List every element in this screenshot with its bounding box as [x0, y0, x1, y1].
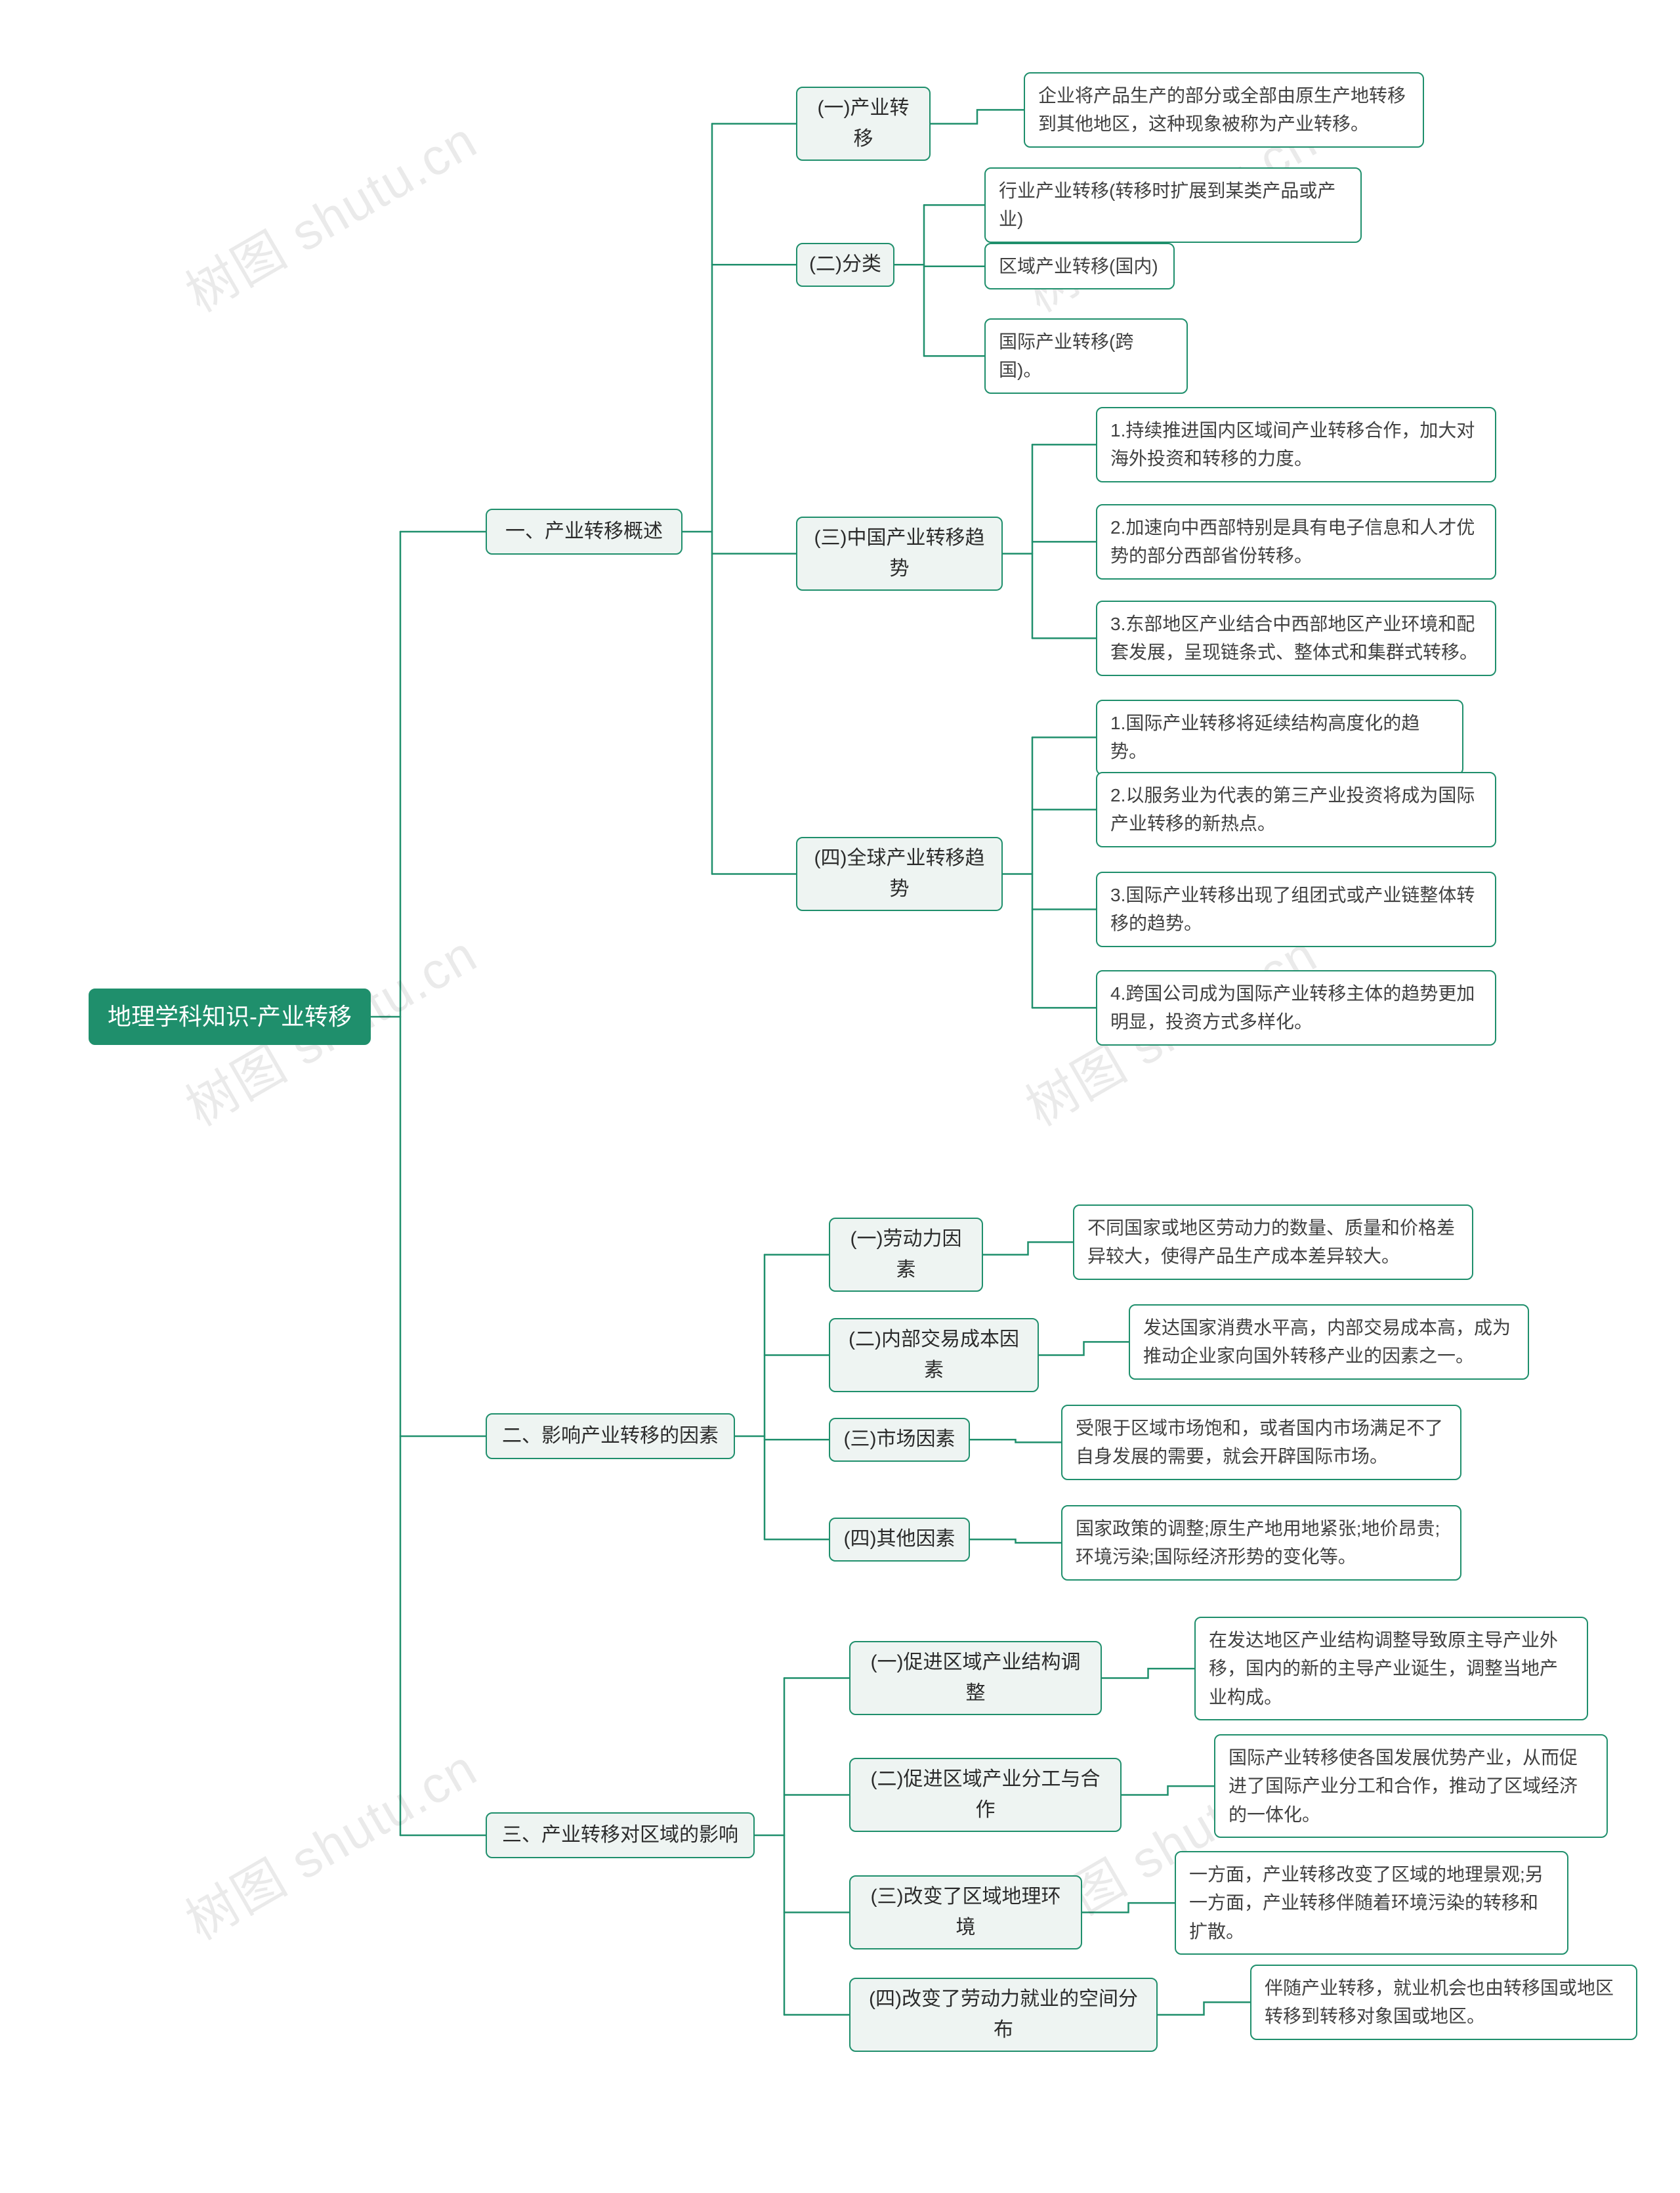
branch-node: (二)内部交易成本因素 — [829, 1318, 1039, 1392]
connector — [1082, 1903, 1175, 1912]
node-label: (四)其他因素 — [844, 1524, 956, 1555]
node-label: 国家政策的调整;原生产地用地紧张;地价昂贵;环境污染;国际经济形势的变化等。 — [1076, 1514, 1447, 1571]
leaf-node: 3.东部地区产业结合中西部地区产业环境和配套发展，呈现链条式、整体式和集群式转移… — [1096, 601, 1496, 676]
node-label: 国际产业转移(跨国)。 — [999, 328, 1173, 385]
branch-node: (三)改变了区域地理环境 — [849, 1875, 1082, 1949]
branch-node: 二、影响产业转移的因素 — [486, 1413, 735, 1459]
node-label: (二)促进区域产业分工与合作 — [862, 1764, 1108, 1825]
connector — [970, 1439, 1061, 1442]
leaf-node: 受限于区域市场饱和，或者国内市场满足不了自身发展的需要，就会开辟国际市场。 — [1061, 1405, 1461, 1480]
leaf-node: 3.国际产业转移出现了组团式或产业链整体转移的趋势。 — [1096, 872, 1496, 947]
leaf-node: 伴随产业转移，就业机会也由转移国或地区转移到转移对象国或地区。 — [1250, 1965, 1637, 2040]
node-label: 二、影响产业转移的因素 — [502, 1421, 719, 1452]
leaf-node: 1.持续推进国内区域间产业转移合作，加大对海外投资和转移的力度。 — [1096, 407, 1496, 482]
node-label: 国际产业转移使各国发展优势产业，从而促进了国际产业分工和合作，推动了区域经济的一… — [1228, 1743, 1593, 1829]
branch-node: (一)产业转移 — [796, 87, 931, 161]
leaf-node: 4.跨国公司成为国际产业转移主体的趋势更加明显，投资方式多样化。 — [1096, 970, 1496, 1046]
branch-node: (二)促进区域产业分工与合作 — [849, 1758, 1122, 1832]
leaf-node: 区域产业转移(国内) — [984, 243, 1175, 289]
node-label: 4.跨国公司成为国际产业转移主体的趋势更加明显，投资方式多样化。 — [1110, 979, 1482, 1036]
leaf-node: 2.以服务业为代表的第三产业投资将成为国际产业转移的新热点。 — [1096, 772, 1496, 847]
node-label: 受限于区域市场饱和，或者国内市场满足不了自身发展的需要，就会开辟国际市场。 — [1076, 1414, 1447, 1471]
node-label: (三)改变了区域地理环境 — [862, 1882, 1069, 1943]
node-label: 一方面，产业转移改变了区域的地理景观;另一方面，产业转移伴随着环境污染的转移和扩… — [1189, 1860, 1554, 1946]
mindmap-stage: 树图 shutu.cn树图 shutu.cn树图 shutu.cn树图 shut… — [0, 0, 1680, 2193]
node-label: 在发达地区产业结构调整导致原主导产业外移，国内的新的主导产业诞生，调整当地产业构… — [1209, 1626, 1574, 1711]
leaf-node: 国际产业转移使各国发展优势产业，从而促进了国际产业分工和合作，推动了区域经济的一… — [1214, 1734, 1608, 1838]
node-label: 发达国家消费水平高，内部交易成本高，成为推动企业家向国外转移产业的因素之一。 — [1143, 1313, 1515, 1371]
connector — [983, 1242, 1073, 1254]
node-label: 不同国家或地区劳动力的数量、质量和价格差异较大，使得产品生产成本差异较大。 — [1087, 1214, 1459, 1271]
node-label: (二)分类 — [809, 249, 881, 280]
node-label: (三)市场因素 — [844, 1424, 956, 1455]
leaf-node: 2.加速向中西部特别是具有电子信息和人才优势的部分西部省份转移。 — [1096, 504, 1496, 580]
node-label: 3.东部地区产业结合中西部地区产业环境和配套发展，呈现链条式、整体式和集群式转移… — [1110, 610, 1482, 667]
watermark: 树图 shutu.cn — [171, 1728, 488, 1954]
connector — [1039, 1342, 1129, 1355]
node-label: (一)促进区域产业结构调整 — [862, 1648, 1089, 1709]
connector — [1158, 2002, 1250, 2014]
connector — [970, 1539, 1061, 1543]
node-label: 行业产业转移(转移时扩展到某类产品或产业) — [999, 177, 1347, 234]
watermark: 树图 shutu.cn — [171, 100, 488, 326]
branch-node: (一)促进区域产业结构调整 — [849, 1641, 1102, 1715]
leaf-node: 一方面，产业转移改变了区域的地理景观;另一方面，产业转移伴随着环境污染的转移和扩… — [1175, 1851, 1568, 1955]
node-label: 1.国际产业转移将延续结构高度化的趋势。 — [1110, 709, 1449, 766]
node-label: 一、产业转移概述 — [505, 517, 663, 547]
leaf-node: 在发达地区产业结构调整导致原主导产业外移，国内的新的主导产业诞生，调整当地产业构… — [1194, 1617, 1588, 1720]
node-label: 地理学科知识-产业转移 — [108, 998, 352, 1035]
connector — [1122, 1786, 1214, 1795]
node-label: (三)中国产业转移趋势 — [809, 523, 990, 584]
node-label: (四)改变了劳动力就业的空间分布 — [862, 1984, 1144, 2045]
node-label: 1.持续推进国内区域间产业转移合作，加大对海外投资和转移的力度。 — [1110, 416, 1482, 473]
node-label: 2.以服务业为代表的第三产业投资将成为国际产业转移的新热点。 — [1110, 781, 1482, 838]
connector — [931, 110, 1024, 123]
leaf-node: 不同国家或地区劳动力的数量、质量和价格差异较大，使得产品生产成本差异较大。 — [1073, 1204, 1473, 1280]
leaf-node: 企业将产品生产的部分或全部由原生产地转移到其他地区，这种现象被称为产业转移。 — [1024, 72, 1424, 148]
connector — [1102, 1669, 1194, 1678]
branch-node: 一、产业转移概述 — [486, 509, 682, 555]
branch-node: (三)中国产业转移趋势 — [796, 517, 1003, 591]
branch-node: (三)市场因素 — [829, 1418, 970, 1462]
branch-node: (二)分类 — [796, 243, 894, 287]
branch-node: 三、产业转移对区域的影响 — [486, 1812, 755, 1858]
root-node: 地理学科知识-产业转移 — [89, 989, 371, 1045]
branch-node: (四)其他因素 — [829, 1518, 970, 1562]
node-label: (一)劳动力因素 — [842, 1224, 970, 1285]
leaf-node: 发达国家消费水平高，内部交易成本高，成为推动企业家向国外转移产业的因素之一。 — [1129, 1304, 1529, 1380]
node-label: (四)全球产业转移趋势 — [809, 843, 990, 905]
leaf-node: 国际产业转移(跨国)。 — [984, 318, 1188, 394]
node-label: (二)内部交易成本因素 — [842, 1325, 1026, 1386]
leaf-node: 行业产业转移(转移时扩展到某类产品或产业) — [984, 167, 1362, 243]
node-label: (一)产业转移 — [809, 93, 917, 154]
leaf-node: 国家政策的调整;原生产地用地紧张;地价昂贵;环境污染;国际经济形势的变化等。 — [1061, 1505, 1461, 1581]
leaf-node: 1.国际产业转移将延续结构高度化的趋势。 — [1096, 700, 1463, 775]
node-label: 三、产业转移对区域的影响 — [502, 1820, 738, 1851]
branch-node: (一)劳动力因素 — [829, 1218, 983, 1292]
branch-node: (四)全球产业转移趋势 — [796, 837, 1003, 911]
node-label: 伴随产业转移，就业机会也由转移国或地区转移到转移对象国或地区。 — [1265, 1974, 1623, 2031]
branch-node: (四)改变了劳动力就业的空间分布 — [849, 1978, 1158, 2052]
node-label: 企业将产品生产的部分或全部由原生产地转移到其他地区，这种现象被称为产业转移。 — [1038, 81, 1410, 138]
node-label: 3.国际产业转移出现了组团式或产业链整体转移的趋势。 — [1110, 881, 1482, 938]
node-label: 区域产业转移(国内) — [999, 252, 1160, 280]
node-label: 2.加速向中西部特别是具有电子信息和人才优势的部分西部省份转移。 — [1110, 513, 1482, 570]
